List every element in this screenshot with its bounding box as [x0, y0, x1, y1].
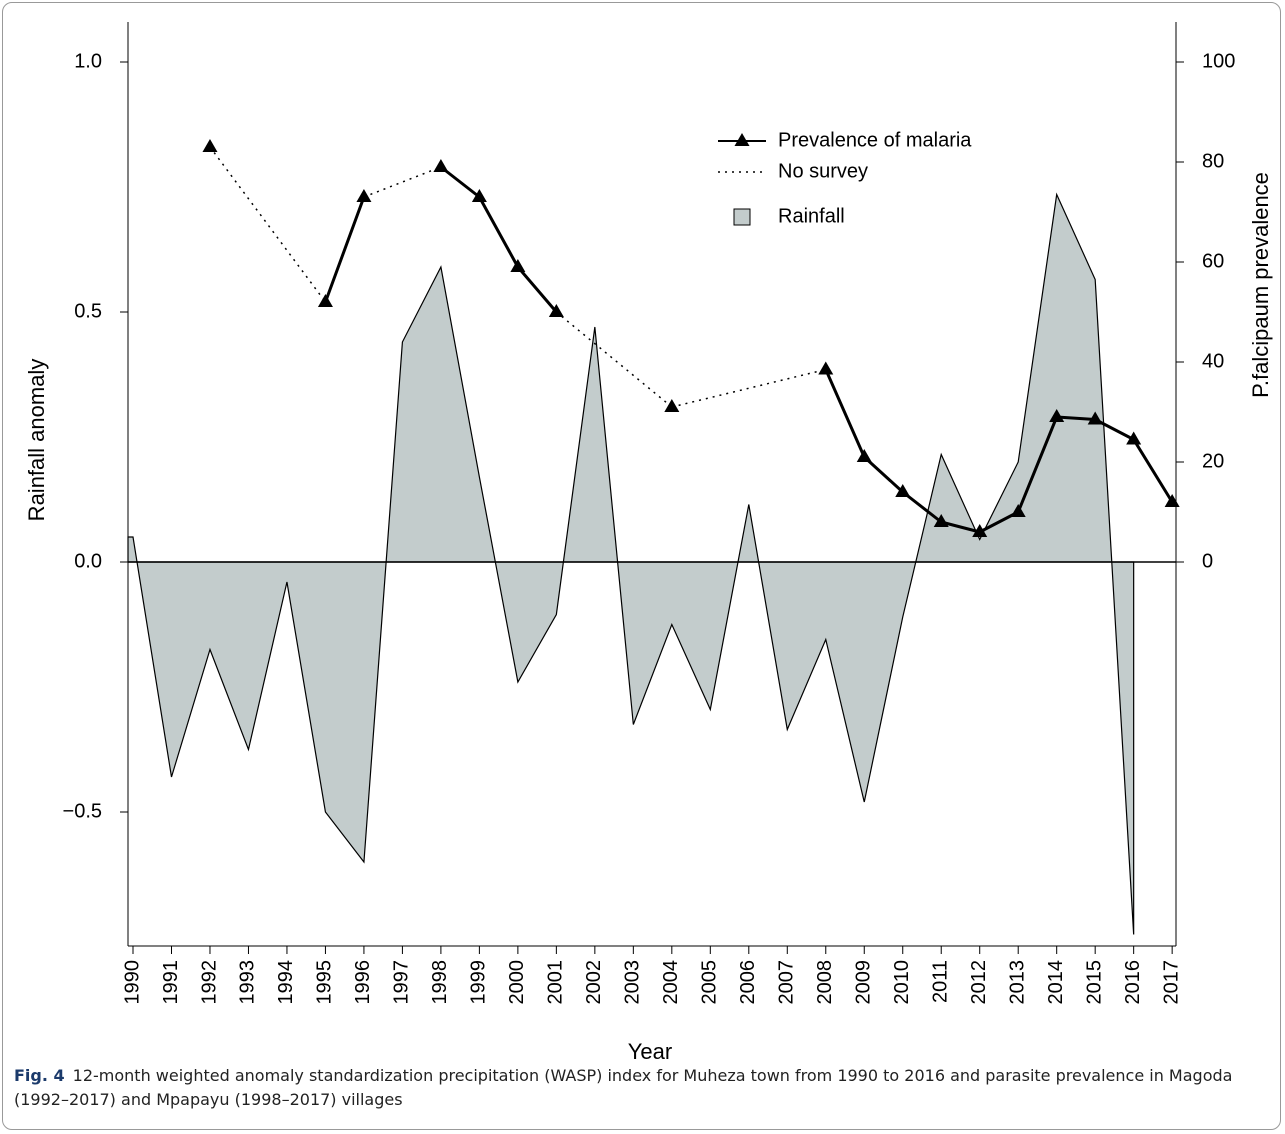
prevalence-marker [1087, 411, 1103, 425]
x-tick-label: 1990 [121, 960, 143, 1005]
prevalence-line [324, 165, 1174, 534]
y2-tick-label: 60 [1202, 250, 1224, 272]
x-tick-label: 1995 [314, 960, 336, 1005]
no-survey-line [363, 166, 442, 198]
prevalence-marker [1049, 409, 1065, 422]
x-tick-label: 1994 [275, 960, 297, 1005]
x-tick-label: 2008 [814, 960, 836, 1005]
no-survey-line [209, 146, 327, 303]
y-tick-label: 1.0 [74, 50, 102, 72]
x-tick-label: 1993 [237, 960, 259, 1005]
x-tick-label: 2017 [1160, 960, 1182, 1005]
x-tick-label: 2010 [891, 960, 913, 1005]
x-tick-label: 1998 [429, 960, 451, 1005]
x-tick-label: 1996 [352, 960, 374, 1005]
no-survey-line [671, 368, 826, 408]
x-tick-label: 2005 [699, 960, 721, 1005]
prevalence-marker [972, 524, 988, 537]
x-tick-label: 2009 [853, 960, 875, 1005]
prevalence-marker [818, 361, 834, 375]
prevalence-marker [317, 294, 333, 307]
prevalence-marker [433, 159, 449, 172]
legend-label: No survey [778, 160, 868, 182]
chart: Year Rainfall anomaly P.falcipaum preval… [24, 22, 1273, 1064]
x-tick-label: 2002 [583, 960, 605, 1005]
x-tick-label: 2006 [737, 960, 759, 1005]
no-survey-line [555, 311, 673, 408]
x-axis-label: Year [628, 1039, 672, 1064]
x-tick-label: 1991 [160, 960, 182, 1005]
prevalence-marker [933, 514, 949, 527]
y-axis-label: Rainfall anomaly [24, 359, 49, 522]
x-tick-label: 2016 [1122, 960, 1144, 1005]
legend-swatch [733, 208, 751, 226]
x-tick-label: 2003 [622, 960, 644, 1005]
prevalence-marker [510, 259, 526, 272]
x-tick-label: 2013 [1006, 960, 1028, 1005]
y-tick-label: 0.5 [74, 300, 102, 322]
y-tick-label: −0.5 [63, 800, 102, 822]
x-tick-label: 2001 [545, 960, 567, 1005]
y2-tick-label: 100 [1202, 50, 1235, 72]
y-tick-label: 0.0 [74, 550, 102, 572]
x-tick-label: 2015 [1083, 960, 1105, 1005]
legend-label: Rainfall [778, 205, 845, 227]
legend-label: Prevalence of malaria [778, 129, 972, 151]
rainfall-area [127, 192, 1135, 935]
x-tick-label: 2000 [506, 960, 528, 1005]
x-tick-label: 1999 [468, 960, 490, 1005]
legend-marker [734, 133, 750, 146]
x-tick-label: 2012 [968, 960, 990, 1005]
x-tick-label: 2014 [1045, 960, 1067, 1005]
x-tick-label: 1997 [391, 960, 413, 1005]
y2-tick-label: 20 [1202, 450, 1224, 472]
prevalence-marker [548, 304, 564, 317]
x-tick-label: 2004 [660, 960, 682, 1005]
prevalence-marker [895, 484, 911, 497]
prevalence-marker [856, 449, 872, 462]
caption: Fig. 4 12-month weighted anomaly standard… [14, 1064, 1264, 1112]
caption-text: 12-month weighted anomaly standardizatio… [14, 1066, 1233, 1109]
y2-tick-label: 80 [1202, 150, 1224, 172]
prevalence-marker [664, 399, 680, 412]
prevalence-marker [1010, 504, 1026, 517]
prevalence-marker [1126, 431, 1142, 445]
x-tick-label: 1992 [198, 960, 220, 1005]
y2-axis-label: P.falcipaum prevalence [1248, 172, 1273, 398]
prevalence-marker [356, 189, 372, 202]
x-tick-label: 2011 [930, 960, 952, 1003]
prevalence-marker [471, 189, 487, 202]
y2-tick-label: 40 [1202, 350, 1224, 372]
caption-label: Fig. 4 [14, 1066, 65, 1085]
prevalence-marker [202, 139, 218, 152]
x-tick-label: 2007 [776, 960, 798, 1005]
y2-tick-label: 0 [1202, 550, 1213, 572]
